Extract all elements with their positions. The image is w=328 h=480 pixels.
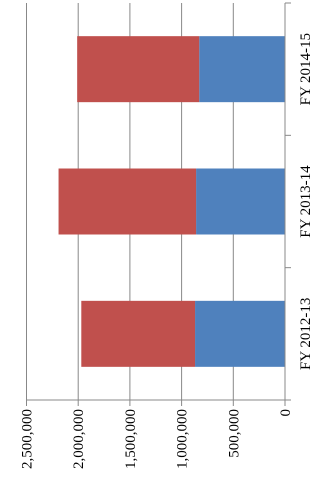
category-label: FY 2012-13 <box>298 298 314 370</box>
category-label: FY 2014-15 <box>298 33 314 105</box>
category-label: FY 2013-14 <box>298 165 314 238</box>
value-tick-label: 500,000 <box>226 409 242 458</box>
bar-segment-2-3 <box>77 36 200 103</box>
bar-segment-1-3 <box>199 36 285 103</box>
value-tick-label: 0 <box>278 409 294 417</box>
value-tick-label: 1,000,000 <box>175 409 191 469</box>
bar-segment-1-1 <box>195 300 285 367</box>
tick-labels: 0 500,000 1,000,000 1,500,000 2,000,000 2,500… <box>20 33 315 469</box>
bar-segment-2-1 <box>81 300 196 367</box>
value-tick-label: 2,500,000 <box>20 409 36 469</box>
value-tick-label: 2,000,000 <box>71 409 87 469</box>
bar-segment-1-2 <box>196 168 285 235</box>
axes <box>26 2 291 406</box>
bars <box>58 36 285 367</box>
bar-segment-2-2 <box>58 168 197 235</box>
value-tick-label: 1,500,000 <box>123 409 139 469</box>
